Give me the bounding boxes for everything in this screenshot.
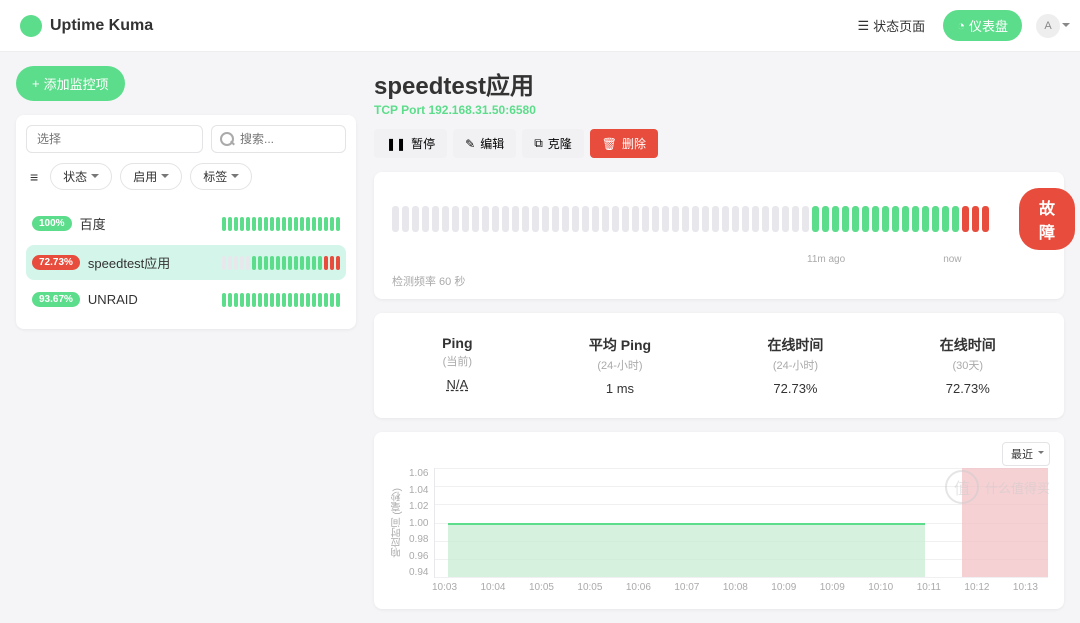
gauge-icon: ◔ (957, 18, 965, 33)
chart-range-select[interactable]: 最近 (1002, 442, 1050, 466)
trash-icon: 🗑 (602, 137, 617, 151)
stat-block: 在线时间 (30天) 72.73% (940, 335, 996, 396)
search-icon (211, 125, 346, 153)
watermark: 值 什么值得买 (945, 470, 1050, 504)
monitor-list-card: ≡ 状态启用标签 100% 百度 72.73% speedtest应用 93.67% UN… (16, 115, 356, 329)
stat-value: 72.73% (767, 381, 823, 396)
dashboard-button[interactable]: ◔仪表盘 (943, 10, 1022, 41)
heartbeat-now-label: now (943, 254, 961, 265)
pause-icon: ❚❚ (386, 137, 406, 151)
sort-icon[interactable]: ≡ (26, 169, 42, 185)
stat-sub: (24-小时) (767, 357, 823, 373)
stat-sub: (当前) (442, 353, 472, 369)
filter-select-input[interactable] (26, 125, 203, 153)
monitor-list: 100% 百度 72.73% speedtest应用 93.67% UNRAID (16, 202, 356, 329)
user-menu[interactable]: A (1036, 14, 1060, 38)
stat-sub: (24-小时) (589, 357, 651, 373)
chart-card: 最近 响应时间 (毫秒) 1.061.041.021.000.980.960.9… (374, 432, 1064, 609)
list-icon: ☰ (857, 18, 869, 34)
mini-heartbeat (222, 293, 340, 307)
logo-icon (20, 15, 42, 37)
pause-button[interactable]: ❚❚暂停 (374, 129, 447, 158)
uptime-badge: 100% (32, 216, 72, 231)
monitor-item[interactable]: 93.67% UNRAID (26, 284, 346, 315)
filter-启用[interactable]: 启用 (120, 163, 182, 190)
stat-block: 在线时间 (24-小时) 72.73% (767, 335, 823, 396)
search-input[interactable] (211, 125, 346, 153)
filter-状态[interactable]: 状态 (50, 163, 112, 190)
watermark-icon: 值 (945, 470, 979, 504)
stat-sub: (30天) (940, 357, 996, 373)
status-badge: 故障 (1019, 188, 1075, 250)
x-ticks: 10:0310:0410:0510:0510:0610:0710:0810:09… (432, 582, 1048, 593)
stats-card: Ping (当前) N/A 平均 Ping (24-小时) 1 ms 在线时间 (24-小时)… (374, 313, 1064, 418)
monitor-item[interactable]: 100% 百度 (26, 206, 346, 241)
add-monitor-button[interactable]: +添加监控项 (16, 66, 125, 101)
stat-label: 平均 Ping (589, 335, 651, 355)
brand-name: Uptime Kuma (50, 17, 153, 35)
heartbeat-ago-label: 11m ago (807, 254, 845, 265)
monitor-target: TCP Port 192.168.31.50:6580 (374, 103, 1064, 117)
monitor-name: UNRAID (88, 292, 222, 307)
filter-标签[interactable]: 标签 (190, 163, 252, 190)
heartbeat-track (392, 206, 989, 232)
mini-heartbeat (222, 256, 340, 270)
check-frequency: 检测频率 60 秒 (392, 273, 1046, 289)
status-page-link[interactable]: ☰状态页面 (857, 16, 925, 35)
stat-label: Ping (442, 335, 472, 351)
topbar: Uptime Kuma ☰状态页面 ◔仪表盘 A (0, 0, 1080, 52)
edit-button[interactable]: ✎编辑 (453, 129, 516, 158)
page-title: speedtest应用 (374, 66, 1064, 101)
edit-icon: ✎ (465, 137, 475, 151)
plus-icon: + (32, 76, 40, 91)
monitor-item[interactable]: 72.73% speedtest应用 (26, 245, 346, 280)
stat-label: 在线时间 (940, 335, 996, 355)
mini-heartbeat (222, 217, 340, 231)
heartbeat-card: 故障 11m ago now 检测频率 60 秒 (374, 172, 1064, 299)
content: speedtest应用 TCP Port 192.168.31.50:6580 … (374, 66, 1064, 609)
stat-block: 平均 Ping (24-小时) 1 ms (589, 335, 651, 396)
y-axis-label: 响应时间 (毫秒) (390, 488, 405, 557)
delete-button[interactable]: 🗑删除 (590, 129, 658, 158)
stat-block: Ping (当前) N/A (442, 335, 472, 396)
clone-button[interactable]: ⧉克隆 (522, 129, 584, 158)
y-ticks: 1.061.041.021.000.980.960.94 (409, 468, 434, 578)
uptime-badge: 93.67% (32, 292, 80, 307)
stat-value: 72.73% (940, 381, 996, 396)
uptime-badge: 72.73% (32, 255, 80, 270)
sidebar: +添加监控项 ≡ 状态启用标签 100% 百度 72.73% speedtest应用 9… (16, 66, 356, 609)
clone-icon: ⧉ (534, 136, 543, 151)
monitor-name: speedtest应用 (88, 253, 222, 272)
monitor-name: 百度 (80, 214, 222, 233)
stat-value: N/A (442, 377, 472, 392)
stat-value: 1 ms (589, 381, 651, 396)
stat-label: 在线时间 (767, 335, 823, 355)
